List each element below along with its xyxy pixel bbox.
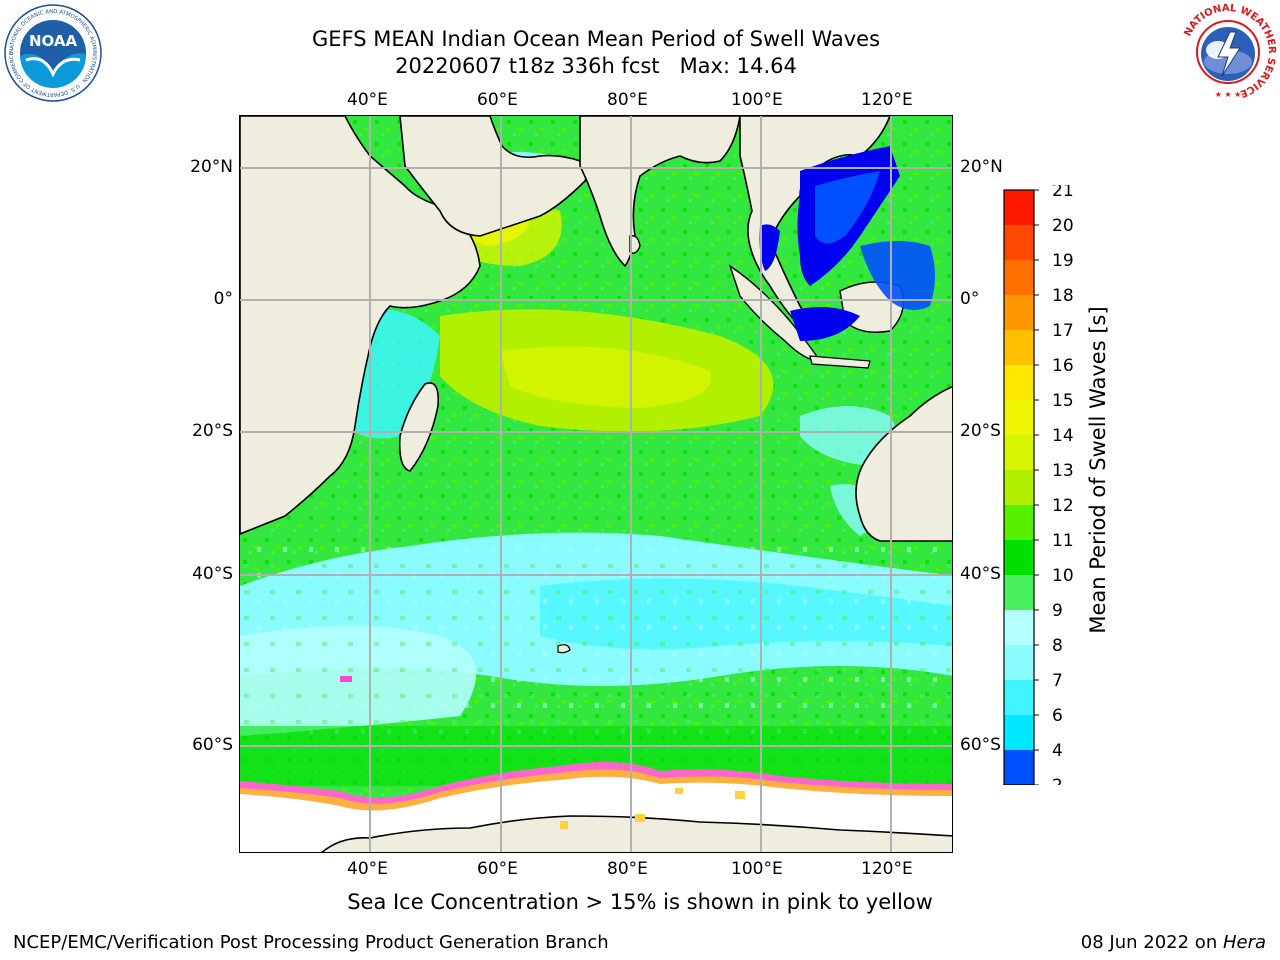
colorbar-segment [1004, 575, 1034, 610]
sea-ice-note: Sea Ice Concentration > 15% is shown in … [347, 890, 933, 914]
colorbar-tick-label: 12 [1052, 496, 1074, 516]
colorbar-tick-label: 14 [1052, 426, 1074, 446]
arabia-land [399, 116, 588, 237]
lat-tick-left: 20°S [192, 421, 233, 441]
colorbar-segment [1004, 225, 1034, 260]
lat-tick-right: 20°N [960, 157, 1003, 177]
colorbar-segment [1004, 680, 1034, 715]
map-panel [239, 115, 953, 853]
footer-credit: NCEP/EMC/Verification Post Processing Pr… [13, 932, 609, 953]
lat-tick-right: 40°S [960, 564, 1001, 584]
colorbar-tick-label: 19 [1052, 251, 1074, 271]
lat-tick-left: 40°S [192, 564, 233, 584]
colorbar-tick-label: 6 [1052, 706, 1063, 726]
colorbar-tick-label: 8 [1052, 636, 1063, 656]
colorbar-tick-label: 4 [1052, 741, 1063, 761]
lon-tick-bottom: 40°E [347, 859, 388, 879]
colorbar-outline [1003, 189, 1035, 785]
colorbar-tick-label: 20 [1052, 216, 1074, 236]
lon-tick-top: 40°E [347, 90, 388, 110]
nws-logo: NATIONAL WEATHER SERVICE ★ ★ ★ [1178, 2, 1278, 102]
colorbar-tick-label: 13 [1052, 461, 1074, 481]
lon-tick-bottom: 60°E [477, 859, 518, 879]
lat-tick-right: 60°S [960, 735, 1001, 755]
colorbar-segment [1004, 190, 1034, 225]
colorbar-tick-label: 2 [1052, 776, 1063, 785]
colorbar-segment [1004, 540, 1034, 575]
chart-subtitle: 20220607 t18z 336h fcst Max: 14.64 [395, 54, 797, 78]
colorbar-segment [1004, 295, 1034, 330]
colorbar-tick-label: 11 [1052, 531, 1074, 551]
india-land [579, 116, 741, 268]
lon-tick-top: 120°E [861, 90, 913, 110]
australia-land [855, 386, 952, 542]
colorbar-tick-label: 16 [1052, 356, 1074, 376]
colorbar-tick-label: 17 [1052, 321, 1074, 341]
colorbar-segment [1004, 260, 1034, 295]
lon-tick-top: 80°E [607, 90, 648, 110]
colorbar-tick-label: 18 [1052, 286, 1074, 306]
colorbar-segment [1004, 645, 1034, 680]
noaa-wordmark: NOAA [29, 32, 78, 50]
colorbar-segment [1004, 505, 1034, 540]
colorbar-segment [1004, 610, 1034, 645]
lon-tick-top: 60°E [477, 90, 518, 110]
lat-tick-left: 0° [213, 289, 233, 309]
lat-tick-left: 60°S [192, 735, 233, 755]
lat-tick-right: 20°S [960, 421, 1001, 441]
colorbar-tick-label: 15 [1052, 391, 1074, 411]
chart-title: GEFS MEAN Indian Ocean Mean Period of Sw… [311, 27, 881, 51]
antarctica-land [321, 815, 952, 852]
colorbar-segment [1004, 330, 1034, 365]
colorbar-tick-label: 9 [1052, 601, 1063, 621]
colorbar-segment [1004, 715, 1034, 750]
lon-tick-top: 100°E [731, 90, 783, 110]
colorbar-segment [1004, 470, 1034, 505]
lon-tick-bottom: 80°E [607, 859, 648, 879]
lon-tick-bottom: 120°E [861, 859, 913, 879]
colorbar-segment [1004, 400, 1034, 435]
map-graticule [240, 116, 952, 852]
footer-date-text: 08 Jun 2022 on [1080, 932, 1223, 953]
footer-date: 08 Jun 2022 on Hera [1081, 932, 1266, 953]
lon-tick-bottom: 100°E [731, 859, 783, 879]
africa-land [240, 116, 481, 535]
colorbar-tick-label: 21 [1052, 185, 1074, 201]
noaa-logo: NATIONAL OCEANIC AND ATMOSPHERIC ADMINIS… [4, 4, 102, 102]
colorbar-tick-label: 7 [1052, 671, 1063, 691]
lat-tick-right: 0° [960, 289, 980, 309]
colorbar: 2 4 6 7 8 9 10 11 12 13 14 15 16 17 18 19 20 21 [1003, 185, 1074, 785]
colorbar-segment [1004, 365, 1034, 400]
lat-tick-left: 20°N [190, 157, 233, 177]
colorbar-title: Mean Period of Swell Waves [s] [1086, 306, 1110, 634]
colorbar-segment [1004, 750, 1034, 785]
colorbar-tick-label: 10 [1052, 566, 1074, 586]
svg-text:★ ★ ★: ★ ★ ★ [1215, 90, 1242, 99]
footer-machine: Hera [1222, 932, 1266, 953]
colorbar-segment [1004, 435, 1034, 470]
madagascar-land [398, 382, 440, 472]
